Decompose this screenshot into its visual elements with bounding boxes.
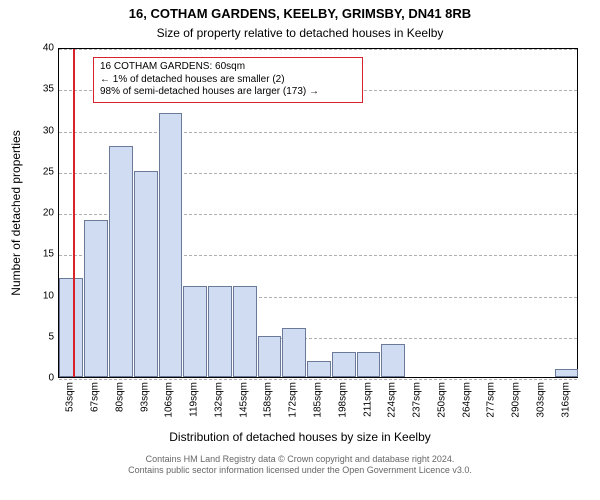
histogram-bar [307, 361, 331, 378]
x-tick-label: 67sqm [90, 382, 101, 412]
x-tick-label: 211sqm [362, 382, 373, 417]
x-tick-label: 198sqm [337, 382, 348, 418]
x-tick-label: 93sqm [139, 382, 150, 412]
histogram-bar [555, 369, 579, 377]
y-tick-label: 10 [0, 290, 54, 301]
annotation-line: 16 COTHAM GARDENS: 60sqm [100, 61, 356, 74]
histogram-bar [233, 286, 257, 377]
histogram-bar [381, 344, 405, 377]
histogram-bar [84, 220, 108, 377]
grid-line [59, 49, 577, 50]
x-tick-label: 185sqm [313, 382, 324, 418]
grid-line [59, 132, 577, 133]
histogram-bar [332, 352, 356, 377]
footer-line: Contains public sector information licen… [0, 465, 600, 476]
histogram-bar [109, 146, 133, 377]
histogram-bar [208, 286, 232, 377]
x-tick-label: 132sqm [213, 382, 224, 418]
y-tick-label: 15 [0, 249, 54, 260]
x-tick-label: 316sqm [560, 382, 571, 418]
x-tick-label: 303sqm [535, 382, 546, 418]
plot-area: 16 COTHAM GARDENS: 60sqm← 1% of detached… [58, 48, 578, 378]
histogram-bar [183, 286, 207, 377]
x-tick-label: 145sqm [238, 382, 249, 418]
x-axis-label: Distribution of detached houses by size … [0, 430, 600, 444]
chart-title: 16, COTHAM GARDENS, KEELBY, GRIMSBY, DN4… [0, 6, 600, 21]
x-tick-label: 277sqm [486, 382, 497, 418]
annotation-box: 16 COTHAM GARDENS: 60sqm← 1% of detached… [93, 57, 363, 103]
y-tick-label: 0 [0, 373, 54, 384]
x-tick-label: 158sqm [263, 382, 274, 418]
y-tick-label: 40 [0, 43, 54, 54]
x-tick-label: 53sqm [65, 382, 76, 412]
x-tick-label: 80sqm [114, 382, 125, 412]
histogram-bar [59, 278, 83, 377]
x-tick-label: 250sqm [436, 382, 447, 418]
histogram-bar [282, 328, 306, 378]
histogram-bar [357, 352, 381, 377]
x-tick-label: 290sqm [511, 382, 522, 418]
x-tick-label: 264sqm [461, 382, 472, 418]
x-tick-label: 172sqm [288, 382, 299, 418]
histogram-bar [134, 171, 158, 377]
x-tick-label: 106sqm [164, 382, 175, 418]
footer-line: Contains HM Land Registry data © Crown c… [0, 454, 600, 465]
y-tick-label: 35 [0, 84, 54, 95]
annotation-line: ← 1% of detached houses are smaller (2) [100, 74, 356, 87]
y-tick-label: 25 [0, 166, 54, 177]
chart-footer: Contains HM Land Registry data © Crown c… [0, 454, 600, 477]
x-tick-label: 224sqm [387, 382, 398, 418]
reference-line [73, 49, 75, 377]
y-tick-label: 5 [0, 331, 54, 342]
histogram-bar [159, 113, 183, 377]
chart-subtitle: Size of property relative to detached ho… [0, 26, 600, 40]
grid-line [59, 379, 577, 380]
x-tick-label: 237sqm [412, 382, 423, 418]
histogram-bar [258, 336, 282, 377]
annotation-line: 98% of semi-detached houses are larger (… [100, 86, 356, 99]
y-tick-label: 30 [0, 125, 54, 136]
x-tick-label: 119sqm [189, 382, 200, 417]
y-tick-label: 20 [0, 208, 54, 219]
